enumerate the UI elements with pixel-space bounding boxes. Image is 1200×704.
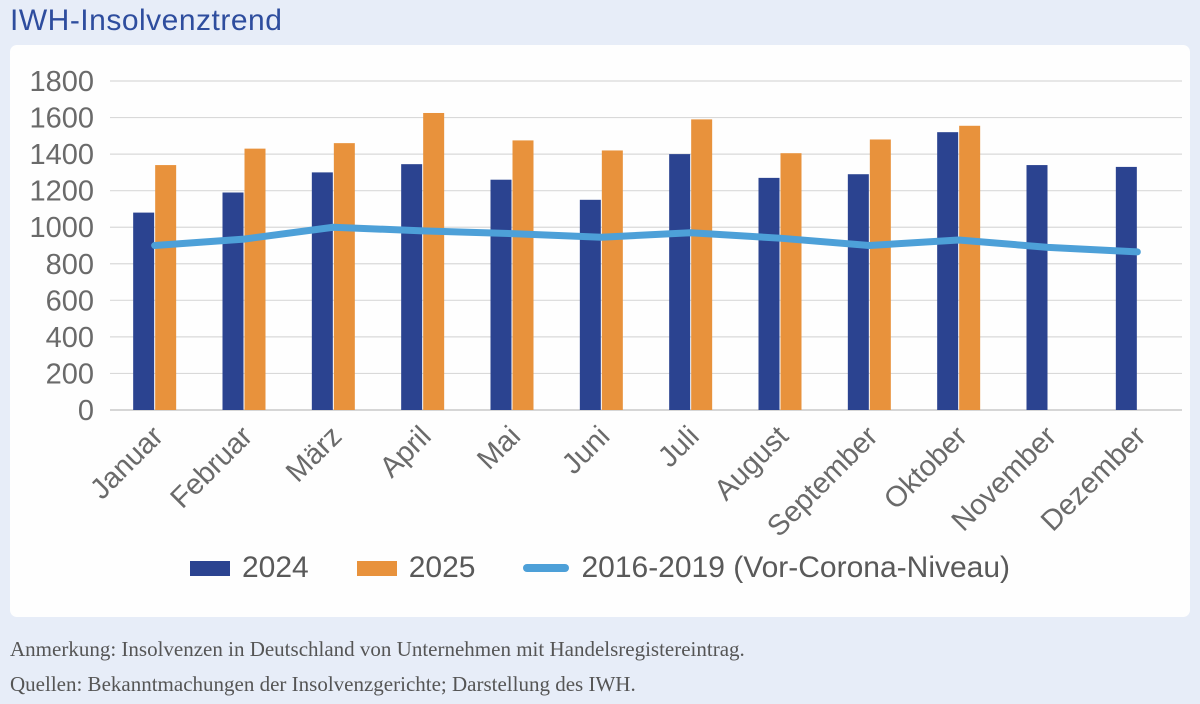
legend-item-precorona: 2016-2019 (Vor-Corona-Niveau) <box>523 551 1010 585</box>
page-title: IWH-Insolvenztrend <box>10 4 283 37</box>
line-precorona-level <box>151 223 1141 256</box>
bar-2025-Juli <box>691 119 713 410</box>
legend-item-2024: 2024 <box>189 551 309 585</box>
footer-notes: Anmerkung: Insolvenzen in Deutschland vo… <box>10 632 745 702</box>
legend-swatch-2024-bar <box>189 560 230 576</box>
bar-2024-November <box>1026 165 1048 410</box>
bar-2025-Juni <box>601 150 623 410</box>
y-axis-tick-label: 1000 <box>29 212 94 244</box>
insolvency-chart-svg: 0 200 400 600 800 1000 1200 1400 1600 1800 JanuarF… <box>29 66 1182 543</box>
chart-panel: 0 200 400 600 800 1000 1200 1400 1600 1800 Januar F… <box>10 45 1190 617</box>
x-axis-tick-label: April <box>374 420 438 484</box>
legend-label-2024: 2024 <box>241 551 309 584</box>
y-axis-tick-label: 800 <box>46 249 94 281</box>
y-axis-tick-label: 1600 <box>29 103 94 135</box>
x-axis-tick-label: März <box>280 420 348 488</box>
bar-2025-April <box>423 112 445 410</box>
note-quellen: Quellen: Bekanntmachungen der Insolvenzg… <box>10 672 636 696</box>
bar-2024-Juni <box>579 199 601 410</box>
bar-2025-Januar <box>155 165 177 410</box>
bar-2024-August <box>758 177 780 410</box>
bar-2024-Oktober <box>937 132 959 410</box>
y-axis-tick-label: 1400 <box>29 139 94 171</box>
x-axis-tick-label: August <box>708 420 794 506</box>
legend-item-2025: 2025 <box>356 551 476 585</box>
bar-2024-April <box>401 164 423 410</box>
y-axis-tick-label: 0 <box>78 395 94 427</box>
bar-2025-Mai <box>512 140 534 410</box>
x-axis-tick-label: Juni <box>556 420 616 480</box>
y-axis-tick-label: 600 <box>46 285 94 317</box>
bar-2025-September <box>869 139 891 410</box>
bar-2024-Februar <box>222 192 244 410</box>
legend-label-2025: 2025 <box>408 551 476 584</box>
legend-label-precorona: 2016-2019 (Vor-Corona-Niveau) <box>581 551 1011 584</box>
y-axis-tick-label: 1800 <box>29 66 94 98</box>
bar-2024-Juli <box>669 154 691 410</box>
y-axis-tick-label: 400 <box>46 322 94 354</box>
legend-swatch-precorona-line <box>523 564 570 572</box>
bar-2024-Mai <box>490 179 512 410</box>
x-axis-tick-label: Mai <box>471 420 527 476</box>
bar-2024-Dezember <box>1115 166 1137 410</box>
x-axis-tick-label: Juli <box>652 420 705 473</box>
bar-2025-Februar <box>244 148 266 410</box>
y-axis-tick-label: 200 <box>46 358 94 390</box>
x-axis-tick-label: Januar <box>84 420 170 506</box>
y-axis-tick-label: 1200 <box>29 176 94 208</box>
bar-2024-März <box>311 172 333 410</box>
legend: 2024 2025 2016-2019 (Vor-Corona-Niveau) <box>10 551 1190 585</box>
bar-2025-August <box>780 153 802 411</box>
bar-2025-März <box>333 143 355 410</box>
x-axis-tick-label: Februar <box>165 420 260 515</box>
bar-2024-Januar <box>133 212 155 410</box>
note-anmerkung: Anmerkung: Insolvenzen in Deutschland vo… <box>10 637 745 661</box>
legend-swatch-2025-bar <box>356 560 397 576</box>
bar-2024-September <box>847 174 869 410</box>
bar-2025-Oktober <box>959 125 981 411</box>
